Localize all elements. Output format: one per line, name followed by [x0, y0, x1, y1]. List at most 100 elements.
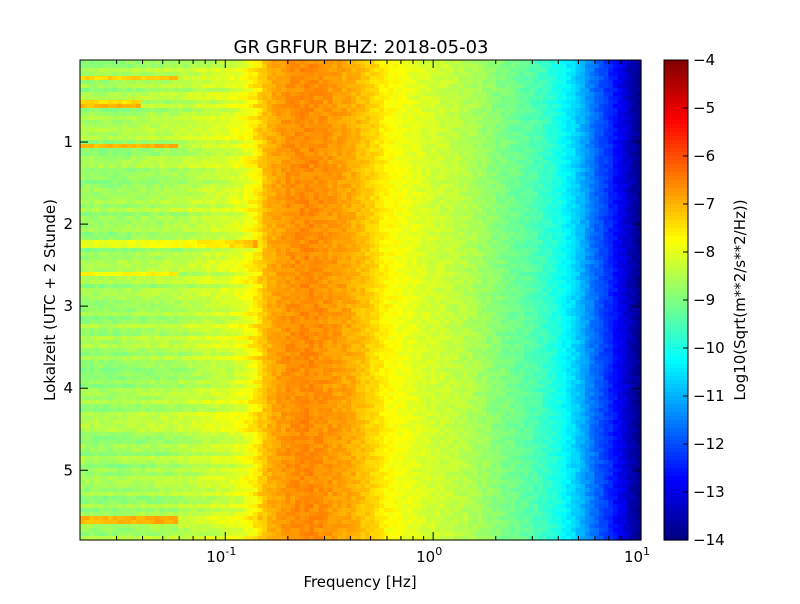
heatmap-cell [612, 160, 619, 165]
heatmap-cell [430, 136, 436, 141]
heatmap-cell [454, 148, 460, 153]
heatmap-cell [346, 176, 352, 181]
heatmap-cell [206, 152, 212, 157]
heatmap-cell [252, 220, 259, 225]
heatmap-cell [575, 100, 581, 105]
heatmap-cell [89, 212, 95, 217]
heatmap-cell [98, 60, 104, 65]
heatmap-cell [108, 152, 114, 157]
heatmap-cell [346, 148, 352, 153]
heatmap-cell [290, 60, 296, 65]
heatmap-cell [309, 140, 315, 145]
heatmap-cell [379, 196, 385, 201]
heatmap-cell [309, 128, 315, 133]
heatmap-cell [626, 140, 633, 145]
heatmap-cell [220, 156, 226, 161]
heatmap-cell [126, 80, 133, 85]
heatmap-cell [542, 124, 549, 129]
heatmap-cell [103, 92, 109, 97]
heatmap-cell [140, 192, 147, 197]
heatmap-cell [351, 192, 357, 197]
heatmap-cell [580, 220, 586, 225]
heatmap-cell [267, 96, 273, 101]
heatmap-cell [486, 108, 492, 113]
heatmap-cell [580, 96, 586, 101]
heatmap-cell [552, 204, 558, 209]
heatmap-cell [276, 124, 282, 129]
heatmap-cell [327, 164, 334, 169]
heatmap-cell [299, 108, 305, 113]
heatmap-cell [538, 124, 544, 129]
heatmap-cell [150, 148, 156, 153]
heatmap-cell [164, 208, 170, 213]
heatmap-cell [257, 92, 263, 97]
heatmap-cell [304, 172, 310, 177]
heatmap-cell [89, 84, 95, 89]
heatmap-cell [561, 144, 567, 149]
heatmap-cell [636, 108, 642, 113]
heatmap-cell [262, 116, 268, 121]
heatmap-cell [383, 168, 390, 173]
heatmap-cell [383, 136, 390, 141]
heatmap-cell [435, 80, 441, 85]
heatmap-cell [407, 120, 413, 125]
heatmap-cell [566, 216, 572, 221]
heatmap-cell [187, 104, 193, 109]
heatmap-cell [556, 140, 563, 145]
heatmap-cell [154, 212, 161, 217]
heatmap-cell [323, 68, 329, 73]
heatmap-cell [327, 132, 334, 137]
heatmap-cell [131, 152, 137, 157]
heatmap-cell [168, 124, 175, 129]
heatmap-cell [608, 176, 614, 181]
heatmap-cell [234, 164, 240, 169]
heatmap-cell [496, 104, 502, 109]
heatmap-cell [458, 172, 464, 177]
heatmap-cell [561, 160, 567, 165]
heatmap-cell [393, 96, 399, 101]
heatmap-cell [612, 92, 619, 97]
heatmap-cell [402, 200, 408, 205]
heatmap-cell [482, 180, 488, 185]
heatmap-cell [435, 108, 441, 113]
heatmap-cell [196, 100, 203, 105]
heatmap-cell [126, 172, 133, 177]
heatmap-cell [383, 96, 390, 101]
heatmap-cell [337, 60, 343, 65]
heatmap-cell [388, 96, 394, 101]
heatmap-cell [439, 120, 446, 125]
heatmap-cell [122, 60, 128, 65]
heatmap-cell [472, 60, 478, 65]
heatmap-cell [444, 128, 450, 133]
heatmap-cell [150, 92, 156, 97]
heatmap-cell [229, 212, 235, 217]
heatmap-cell [290, 164, 296, 169]
heatmap-cell [122, 148, 128, 153]
heatmap-cell [491, 108, 497, 113]
heatmap-cell [318, 88, 324, 93]
heatmap-cell [304, 156, 310, 161]
heatmap-cell [206, 136, 212, 141]
heatmap-cell [187, 184, 193, 189]
heatmap-cell [626, 212, 633, 217]
heatmap-cell [439, 188, 446, 193]
heatmap-cell [383, 160, 390, 165]
heatmap-cell [500, 212, 507, 217]
heatmap-cell [318, 128, 324, 133]
heatmap-cell [407, 136, 413, 141]
heatmap-cell [173, 116, 179, 121]
heatmap-cell [584, 88, 591, 93]
heatmap-cell [103, 204, 109, 209]
heatmap-cell [187, 200, 193, 205]
heatmap-cell [580, 76, 586, 81]
heatmap-cell [257, 116, 263, 121]
heatmap-cell [416, 148, 422, 153]
heatmap-cell [243, 108, 249, 113]
heatmap-cell [439, 96, 446, 101]
heatmap-cell [332, 88, 338, 93]
heatmap-cell [80, 188, 86, 193]
heatmap-cell [201, 80, 207, 85]
heatmap-cell [140, 100, 147, 105]
heatmap-cell [575, 116, 581, 121]
heatmap-cell [126, 156, 133, 161]
